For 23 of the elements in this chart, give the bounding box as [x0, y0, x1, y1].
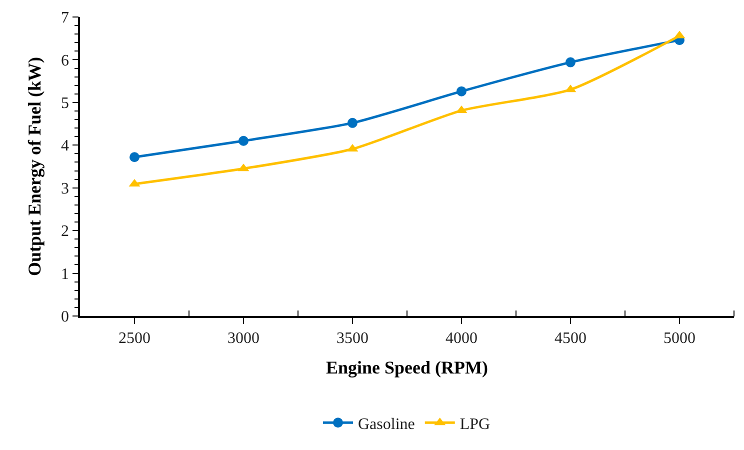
y-tick-label: 7 — [61, 10, 70, 27]
y-tick-label: 1 — [61, 266, 70, 283]
y-tick-label: 6 — [61, 52, 70, 70]
legend-label: Gasoline — [358, 416, 415, 433]
x-tick-label: 3500 — [336, 330, 368, 347]
point — [566, 57, 576, 68]
x-tick-label: 2500 — [118, 330, 150, 347]
point — [130, 152, 140, 162]
y-axis-title: Output Energy of Fuel (kW) — [24, 56, 45, 276]
x-tick-label: 4500 — [554, 330, 586, 347]
x-axis-title: Engine Speed (RPM) — [326, 358, 488, 378]
y-tick-label: 5 — [61, 95, 70, 112]
point — [238, 136, 248, 146]
point — [348, 118, 358, 128]
x-tick-label: 5000 — [664, 330, 696, 347]
point — [456, 86, 466, 96]
legend-label: LPG — [460, 416, 491, 433]
y-tick-label: 4 — [61, 138, 70, 155]
x-tick-label: 4000 — [446, 330, 478, 347]
y-tick-label: 0 — [61, 308, 70, 326]
x-tick-label: 3000 — [228, 330, 260, 347]
y-tick-label: 3 — [61, 180, 70, 198]
y-tick-label: 2 — [61, 223, 70, 240]
